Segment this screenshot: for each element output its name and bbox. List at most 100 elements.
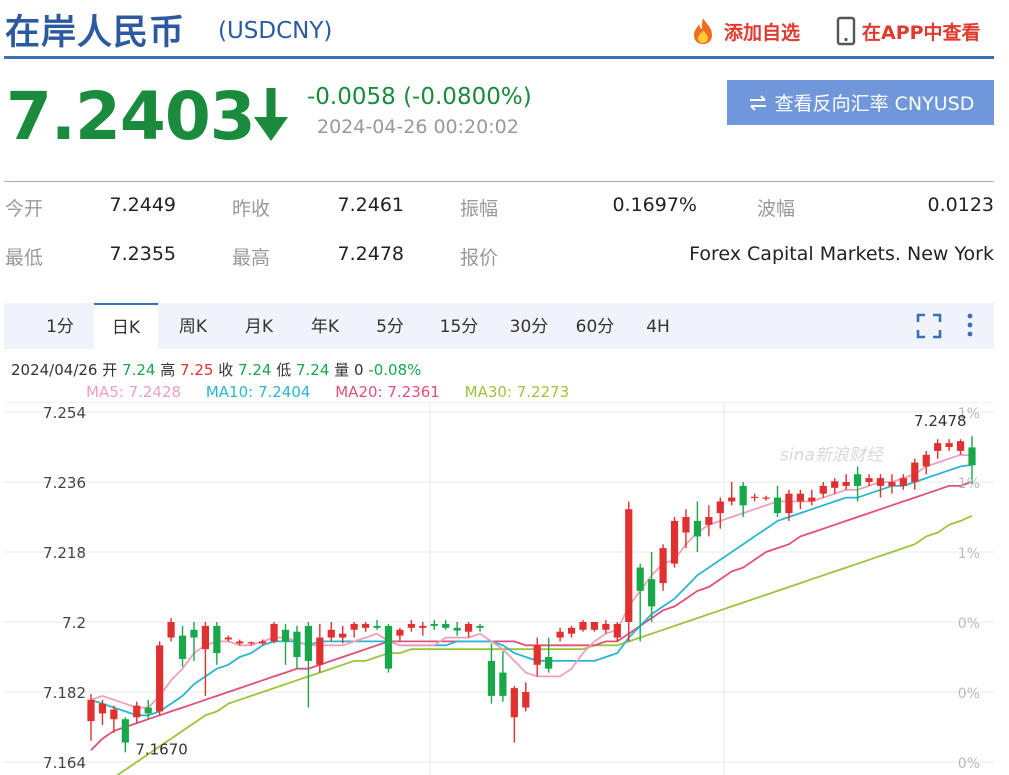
tab-60min[interactable]: 60分: [575, 317, 615, 337]
candle-body: [888, 482, 896, 486]
ma10-legend: MA10: 7.2404: [205, 383, 311, 401]
chart-period-tabs: 1分 日K 周K 月K 年K 5分 15分 30分 60分 4H: [4, 303, 994, 349]
phone-icon: [836, 16, 856, 46]
y-tick-label: 7.218: [43, 544, 86, 562]
candle-body: [190, 629, 198, 638]
reverse-rate-label: 查看反向汇率 CNYUSD: [774, 93, 975, 115]
tab-1min[interactable]: 1分: [46, 317, 74, 337]
ma5-legend: MA5: 7.2428: [86, 383, 182, 401]
tab-daily[interactable]: 日K: [94, 303, 158, 349]
header-divider: [4, 56, 994, 59]
candle-body: [648, 579, 656, 607]
stats-divider: [4, 181, 994, 182]
ohlc-close-label: 收: [218, 361, 234, 379]
candle-body: [625, 509, 633, 622]
ohlc-vol: 0: [353, 361, 364, 379]
open-label: 今开: [5, 198, 44, 220]
tab-30min[interactable]: 30分: [509, 317, 549, 337]
candle-body: [773, 497, 782, 514]
view-in-app-button[interactable]: 在APP中查看: [836, 16, 981, 46]
candle-body: [247, 642, 255, 644]
y-tick-label: 7.254: [43, 404, 86, 422]
candle-body: [682, 517, 690, 533]
y-tick-label: 7.182: [43, 684, 86, 702]
tab-15min[interactable]: 15分: [439, 317, 479, 337]
right-tick-label: 1%: [958, 546, 980, 562]
view-in-app-label: 在APP中查看: [862, 21, 981, 44]
reverse-rate-button[interactable]: 查看反向汇率 CNYUSD: [727, 80, 994, 125]
more-options-icon[interactable]: [964, 311, 976, 341]
ohlc-open: 7.24: [122, 361, 156, 379]
candle-body: [270, 623, 278, 642]
right-tick-label: 0%: [958, 686, 980, 702]
current-price: 7.2403: [6, 78, 256, 155]
prev-close-label: 昨收: [232, 198, 271, 220]
wave-value: 0.0123: [927, 194, 994, 216]
candle-body: [751, 496, 759, 498]
candle-body: [373, 625, 381, 628]
tab-weekly[interactable]: 周K: [178, 317, 208, 337]
candle-body: [556, 631, 564, 638]
prev-close-value: 7.2461: [337, 194, 404, 216]
ohlc-low: 7.24: [296, 361, 330, 379]
low-value: 7.2355: [109, 243, 176, 265]
candle-body: [201, 625, 210, 650]
ma30-line: [116, 514, 973, 775]
candle-body: [304, 625, 312, 661]
swap-arrows-icon: [749, 94, 766, 111]
ohlc-date: 2024/04/26: [11, 361, 98, 379]
candle-body: [762, 497, 770, 499]
candle-body: [819, 485, 827, 494]
fullscreen-icon[interactable]: [916, 313, 942, 339]
add-watchlist-button[interactable]: 添加自选: [688, 16, 800, 46]
quote-source-value: Forex Capital Markets. New York: [689, 243, 994, 265]
quote-timestamp: 2024-04-26 00:20:02: [317, 116, 519, 138]
candle-body: [510, 688, 518, 718]
candle-body: [236, 641, 244, 644]
right-tick-label: 0%: [958, 756, 980, 772]
open-value: 7.2449: [109, 194, 176, 216]
ohlc-low-label: 低: [276, 361, 292, 379]
ohlc-open-label: 开: [102, 361, 118, 379]
amplitude-value: 0.1697%: [612, 194, 697, 216]
candle-body: [442, 623, 450, 628]
ma-legend: MA5: 7.2428 MA10: 7.2404 MA20: 7.2361 MA…: [86, 383, 589, 401]
candle-body: [796, 493, 804, 502]
candle-body: [693, 520, 702, 537]
candle-body: [831, 481, 839, 488]
tab-5min[interactable]: 5分: [376, 317, 404, 337]
candle-body: [853, 474, 862, 486]
right-tick-label: 1%: [958, 406, 980, 422]
low-label: 最低: [5, 247, 44, 269]
candle-body: [865, 478, 873, 482]
tab-4h[interactable]: 4H: [646, 317, 670, 337]
candle-body: [430, 623, 438, 626]
candle-body: [156, 645, 164, 712]
candle-body: [87, 699, 95, 722]
amplitude-label: 振幅: [460, 198, 499, 220]
max-price-label: 7.2478: [914, 412, 967, 430]
candlestick-chart[interactable]: sina新浪财经 7.254 1% 7.236 1% 7.218 1% 7.2 0% 7.182…: [0, 402, 1009, 775]
candle-body: [396, 629, 404, 636]
symbol-label: (USDCNY): [218, 18, 333, 44]
candle-body: [956, 441, 965, 451]
candle-body: [934, 443, 942, 451]
tab-monthly[interactable]: 月K: [244, 317, 274, 337]
page-title: 在岸人民币: [5, 13, 186, 53]
candle-body: [464, 623, 473, 632]
ohlc-info: 2024/04/26 开 7.24 高 7.25 收 7.24 低 7.24 量…: [11, 359, 421, 380]
tab-yearly[interactable]: 年K: [310, 317, 340, 337]
candle-body: [281, 629, 290, 642]
ma5-line: [90, 453, 973, 709]
y-tick-label: 7.2: [62, 614, 86, 632]
ma30-legend: MA30: 7.2273: [464, 383, 570, 401]
candle-body: [350, 623, 358, 630]
candle-body: [579, 622, 587, 630]
candle-body: [178, 635, 187, 659]
candle-body: [739, 485, 747, 506]
candle-body: [545, 657, 553, 669]
candle-body: [670, 520, 679, 564]
candle-body: [968, 447, 976, 466]
ohlc-vol-label: 量: [334, 361, 350, 379]
candle-body: [384, 625, 393, 669]
